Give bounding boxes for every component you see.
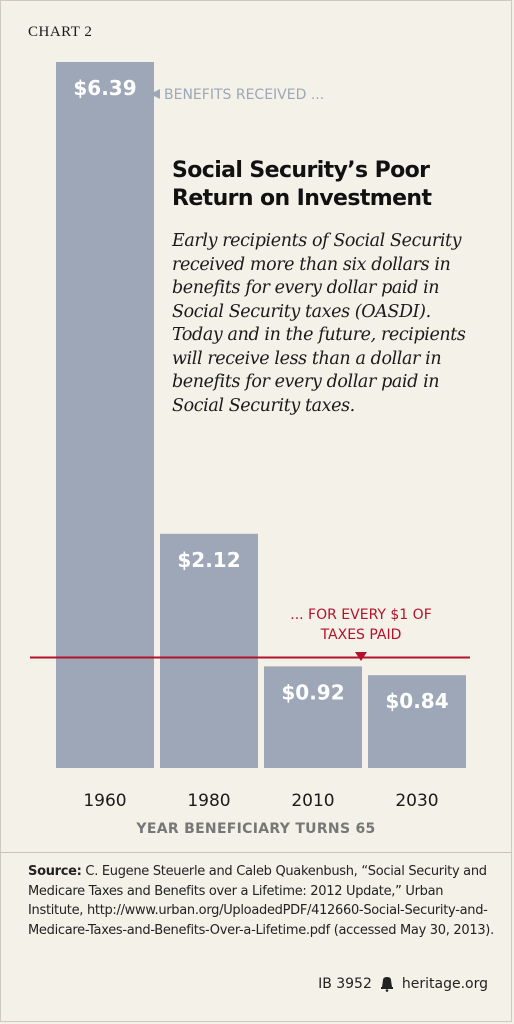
left-arrow-icon xyxy=(150,89,160,99)
benefits-annotation: BENEFITS RECEIVED ... xyxy=(164,87,324,103)
taxes-annotation-line2: TAXES PAID xyxy=(320,627,402,643)
x-tick-1960: 1960 xyxy=(83,791,126,811)
bar-value-label-2010: $0.92 xyxy=(281,680,344,704)
x-axis-label: YEAR BENEFICIARY TURNS 65 xyxy=(135,821,375,837)
chart-number-label: CHART 2 xyxy=(28,24,93,40)
chart-title-line1: Social Security’s Poor xyxy=(172,158,430,183)
footer: IB 3952 heritage.org xyxy=(318,976,488,992)
chart-title: Social Security’s Poor Return on Investm… xyxy=(172,157,472,213)
x-tick-2030: 2030 xyxy=(395,791,438,811)
bar-1980 xyxy=(160,533,258,768)
bar-chart: $6.39 $2.12 $0.92 $0.84 BENEFITS RECEIVED .… xyxy=(30,62,470,837)
source-note: Source: C. Eugene Steuerle and Caleb Qua… xyxy=(28,862,498,940)
source-label: Source: xyxy=(28,864,82,879)
bar-2010 xyxy=(264,666,362,768)
divider xyxy=(0,852,512,853)
bars-group: $6.39 $2.12 $0.92 $0.84 xyxy=(56,62,466,768)
ib-number: IB 3952 xyxy=(318,976,372,992)
chart-title-line2: Return on Investment xyxy=(172,186,432,211)
chart-description: Early recipients of Social Security rece… xyxy=(172,231,466,416)
taxes-annotation-line1: ... FOR EVERY $1 OF xyxy=(290,607,432,623)
x-tick-labels: 1960 1980 2010 2030 xyxy=(83,791,438,811)
site-link[interactable]: heritage.org xyxy=(401,976,488,992)
bar-value-label-1980: $2.12 xyxy=(177,548,240,572)
bar-value-label-2030: $0.84 xyxy=(385,689,448,713)
source-text: C. Eugene Steuerle and Caleb Quakenbush,… xyxy=(28,864,494,938)
x-tick-2010: 2010 xyxy=(291,791,334,811)
liberty-bell-icon xyxy=(380,977,393,992)
bar-value-label-1960: $6.39 xyxy=(73,76,136,100)
bar-2030 xyxy=(368,675,466,768)
bar-1960 xyxy=(56,62,154,768)
x-tick-1980: 1980 xyxy=(187,791,230,811)
down-arrow-icon xyxy=(355,652,367,661)
